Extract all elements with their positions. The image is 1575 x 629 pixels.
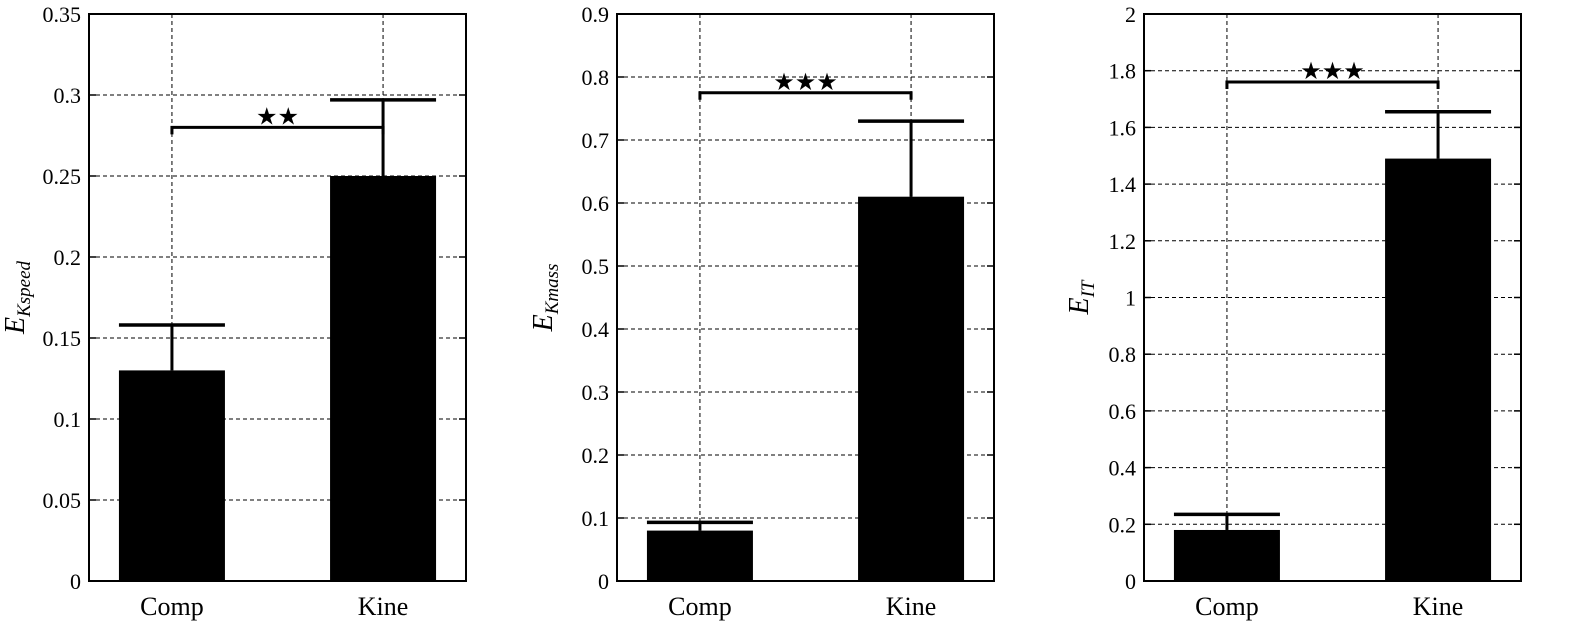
y-axis-label-subscript: IT xyxy=(1078,279,1099,298)
y-tick-label: 0.4 xyxy=(582,317,610,342)
y-tick-label: 0.2 xyxy=(582,443,610,468)
bar-comp xyxy=(646,530,753,581)
y-axis-label-symbol: E xyxy=(0,317,31,335)
y-tick-label: 0.9 xyxy=(582,2,610,27)
y-tick-label: 2 xyxy=(1125,2,1136,27)
x-category-label: Comp xyxy=(668,592,732,621)
x-category-label: Kine xyxy=(886,592,937,621)
y-tick-label: 0.25 xyxy=(43,164,82,189)
axes-frame xyxy=(88,13,467,582)
y-axis-label: EKmass xyxy=(528,264,563,333)
bar-comp xyxy=(118,370,225,581)
axes-frame xyxy=(1143,13,1522,582)
y-tick-label: 0.8 xyxy=(1109,342,1137,367)
y-tick-label: 0.5 xyxy=(582,254,610,279)
y-tick-label: 0.3 xyxy=(54,83,82,108)
y-tick-label: 1.8 xyxy=(1109,59,1137,84)
y-axis-label: EIT xyxy=(1064,279,1099,315)
significance-stars: ★★★ xyxy=(1300,59,1365,85)
y-axis-label-subscript: Kspeed xyxy=(14,260,35,317)
significance-stars: ★★ xyxy=(256,104,299,130)
bar-comp xyxy=(1173,529,1280,581)
axes-frame xyxy=(616,13,995,582)
y-tick-label: 0.8 xyxy=(582,65,610,90)
chart-panel-3: 0 0.2 0.4 0.6 0.8 1 1.2 1.4 1.6 1.8 2 Comp Kine ★★★ EI… xyxy=(1064,2,1522,621)
y-tick-label: 0 xyxy=(70,569,81,594)
y-axis-label: EKspeed xyxy=(0,260,35,335)
x-category-label: Kine xyxy=(358,592,409,621)
y-tick-label: 0.2 xyxy=(54,245,82,270)
significance-stars: ★★★ xyxy=(773,70,838,96)
significance-bracket xyxy=(1225,80,1440,90)
bar-kine xyxy=(1385,158,1492,581)
y-tick-label: 0.05 xyxy=(43,488,82,513)
y-tick-label: 0 xyxy=(598,569,609,594)
y-tick-label: 1.6 xyxy=(1109,115,1137,140)
y-tick-label: 0.2 xyxy=(1109,512,1137,537)
x-category-label: Comp xyxy=(1195,592,1259,621)
y-tick-label: 0.1 xyxy=(582,506,610,531)
bar-kine xyxy=(858,196,965,581)
x-category-label: Comp xyxy=(140,592,204,621)
y-tick-label: 0.1 xyxy=(54,407,82,432)
y-axis-label-symbol: E xyxy=(528,314,559,332)
y-tick-label: 1.2 xyxy=(1109,229,1137,254)
y-tick-label: 1 xyxy=(1125,286,1136,311)
y-tick-label: 0.3 xyxy=(582,380,610,405)
bar-kine xyxy=(330,176,437,581)
y-tick-label: 1.4 xyxy=(1109,172,1137,197)
y-tick-label: 0.15 xyxy=(43,326,82,351)
chart-panel-2: 0 0.1 0.2 0.3 0.4 0.5 0.6 0.7 0.8 0.9 Comp Kine ★★★ E… xyxy=(528,2,995,621)
y-tick-label: 0.6 xyxy=(582,191,610,216)
y-tick-label: 0.35 xyxy=(43,2,82,27)
y-axis-label-symbol: E xyxy=(1064,297,1095,315)
y-axis-label-subscript: Kmass xyxy=(542,264,563,316)
chart-panel-1: 0 0.05 0.1 0.15 0.2 0.25 0.3 0.35 Comp Kine ★★ EKsp… xyxy=(0,2,467,621)
y-tick-label: 0.4 xyxy=(1109,456,1137,481)
y-tick-label: 0 xyxy=(1125,569,1136,594)
y-tick-label: 0.7 xyxy=(582,128,610,153)
significance-bracket xyxy=(170,125,385,135)
y-tick-label: 0.6 xyxy=(1109,399,1137,424)
x-category-label: Kine xyxy=(1413,592,1464,621)
significance-bracket xyxy=(698,91,913,100)
